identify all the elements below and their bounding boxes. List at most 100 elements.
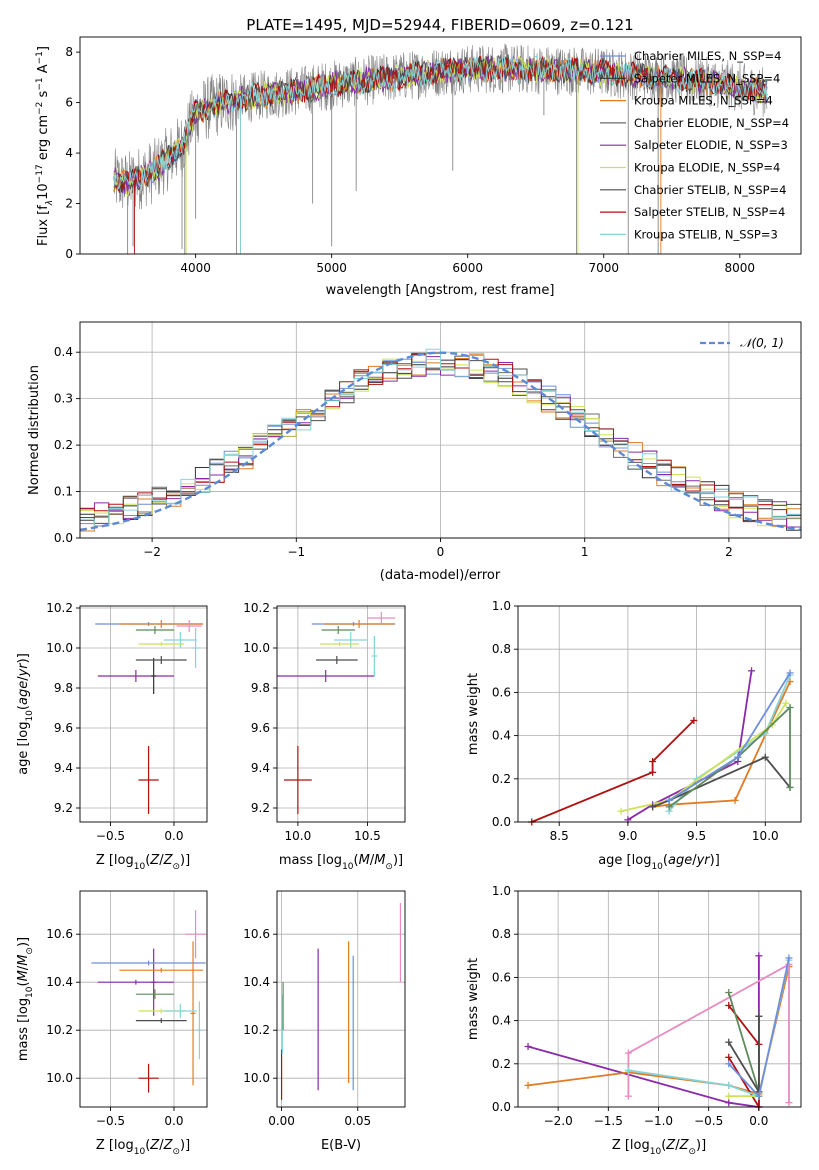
p3-ytick-label: 9.4 bbox=[54, 761, 73, 775]
p6-ytick-label: 10.4 bbox=[46, 975, 73, 989]
legend-label-salpeter_stelib: Salpeter STELIB, N_SSP=4 bbox=[634, 205, 785, 219]
p6-ytick-label: 10.2 bbox=[46, 1023, 73, 1037]
p8-series-extra_green bbox=[727, 992, 760, 1093]
age-z-xlabel: Z [log10(Z/Z⊙)] bbox=[96, 853, 190, 872]
residuals-panel: −2 −1 0 1 2 0.0 0.1 0.2 0.3 0.4 (data-model)/erro… bbox=[27, 321, 802, 583]
model-line-chabrier_stelib bbox=[113, 56, 768, 193]
p5-series-kroupa_stelib bbox=[668, 674, 791, 812]
p2-ytick-label: 0.4 bbox=[54, 345, 73, 359]
p4-xtick-label: 10.0 bbox=[285, 829, 312, 843]
p5-series-extra_green bbox=[668, 705, 791, 808]
p5-ytick-label: 1.0 bbox=[492, 599, 511, 613]
weight-age-ylabel: mass weight bbox=[466, 673, 481, 755]
spectrum-ylabel: Flux [fλ10−17 erg cm−2 s−1 A−1] bbox=[35, 46, 55, 246]
p1-xtick-label: 6000 bbox=[452, 261, 483, 275]
p1-xtick-label: 5000 bbox=[316, 261, 347, 275]
p1-ytick-label: 0 bbox=[65, 247, 73, 261]
normal-curve bbox=[80, 351, 801, 532]
age-vs-z-panel: −0.5 0.0 9.2 9.4 9.6 9.8 10.0 10.2 Z [log10(Z/Z… bbox=[16, 601, 208, 872]
p4-xtick-label: 10.5 bbox=[354, 829, 381, 843]
p8-ytick-label: 0.6 bbox=[492, 970, 511, 984]
p7-ytick-label: 10.2 bbox=[243, 1023, 270, 1037]
p6-xtick-label: 0.0 bbox=[164, 1114, 183, 1128]
p3-ytick-label: 10.0 bbox=[46, 641, 73, 655]
p1-ytick-label: 6 bbox=[65, 96, 73, 110]
p7-xtick-label: 0.00 bbox=[268, 1114, 295, 1128]
weight-vs-z-panel: −2.0 −1.5 −1.0 −0.5 0.0 0.0 0.2 0.4 0.6 0.8 1.0 Z … bbox=[466, 884, 802, 1157]
residuals-ylabel: Normed distribution bbox=[27, 365, 42, 495]
legend-label-kroupa_elodie: Kroupa ELODIE, N_SSP=4 bbox=[634, 161, 780, 175]
p3-xtick-label: 0.0 bbox=[164, 829, 183, 843]
spectrum-panel: PLATE=1495, MJD=52944, FIBERID=0609, z=0… bbox=[35, 16, 802, 298]
residuals-legend-label: 𝒩(0, 1) bbox=[740, 336, 784, 350]
p5-xtick-label: 10.0 bbox=[752, 829, 779, 843]
p5-ytick-label: 0.4 bbox=[492, 729, 511, 743]
p1-ytick-label: 8 bbox=[65, 45, 73, 59]
p5-series-chabrier_stelib bbox=[652, 756, 791, 808]
p5-series-salpeter_elodie bbox=[627, 670, 753, 821]
p2-xtick-label: 2 bbox=[725, 545, 733, 559]
histogram-kroupa_stelib bbox=[80, 348, 801, 529]
model-line-kroupa_stelib bbox=[113, 55, 768, 190]
age-mass-xlabel: mass [log10(M/M⊙)] bbox=[279, 853, 403, 872]
p4-ytick-label: 10.0 bbox=[243, 641, 270, 655]
spectrum-legend: Chabrier MILES, N_SSP=4 Salpeter MILES, N… bbox=[600, 49, 789, 241]
p5-ytick-label: 0.8 bbox=[492, 642, 511, 656]
p1-xtick-label: 4000 bbox=[180, 261, 211, 275]
p2-ytick-label: 0.3 bbox=[54, 392, 73, 406]
mass-vs-ebv-panel: 0.00 0.05 10.0 10.2 10.4 10.6 E(B-V) bbox=[243, 890, 406, 1153]
spectrum-title: PLATE=1495, MJD=52944, FIBERID=0609, z=0… bbox=[246, 16, 633, 34]
p7-xtick-label: 0.05 bbox=[344, 1114, 371, 1128]
p7-ytick-label: 10.4 bbox=[243, 975, 270, 989]
p8-series-extra_pink bbox=[627, 962, 790, 1103]
p3-ytick-label: 10.2 bbox=[46, 601, 73, 615]
p4-ytick-label: 9.8 bbox=[251, 681, 270, 695]
p5-ytick-label: 0.2 bbox=[492, 772, 511, 786]
p7-ytick-label: 10.0 bbox=[243, 1071, 270, 1085]
mass-vs-z-panel: −0.5 0.010.010.210.410.6 Z [log10(Z/Z⊙)] … bbox=[16, 890, 208, 1157]
mass-z-xlabel: Z [log10(Z/Z⊙)] bbox=[96, 1138, 190, 1157]
p8-xtick-label: −1.5 bbox=[594, 1114, 623, 1128]
p2-xtick-label: 1 bbox=[581, 545, 589, 559]
p6-ytick-label: 10.6 bbox=[46, 927, 73, 941]
p4-ytick-label: 9.4 bbox=[251, 761, 270, 775]
legend-label-kroupa_miles: Kroupa MILES, N_SSP=4 bbox=[634, 94, 773, 108]
p8-xtick-label: 0.0 bbox=[749, 1114, 768, 1128]
weight-z-ylabel: mass weight bbox=[466, 958, 481, 1040]
p1-ytick-label: 2 bbox=[65, 197, 73, 211]
p8-xtick-label: −1.0 bbox=[644, 1114, 673, 1128]
p3-ytick-label: 9.8 bbox=[54, 681, 73, 695]
p2-ytick-label: 0.2 bbox=[54, 438, 73, 452]
mass-ebv-xlabel: E(B-V) bbox=[321, 1138, 361, 1153]
legend-label-salpeter_elodie: Salpeter ELODIE, N_SSP=3 bbox=[634, 138, 788, 152]
p8-xtick-label: −0.5 bbox=[694, 1114, 723, 1128]
p5-ytick-label: 0.0 bbox=[492, 815, 511, 829]
legend-label-kroupa_stelib: Kroupa STELIB, N_SSP=3 bbox=[634, 227, 778, 241]
p2-xtick-label: 0 bbox=[437, 545, 445, 559]
p8-ytick-label: 0.8 bbox=[492, 927, 511, 941]
p8-ytick-label: 0.0 bbox=[492, 1100, 511, 1114]
p2-xtick-label: −1 bbox=[287, 545, 305, 559]
p5-xtick-label: 9.0 bbox=[618, 829, 637, 843]
p2-ytick-label: 0.0 bbox=[54, 531, 73, 545]
p7-ytick-label: 10.6 bbox=[243, 927, 270, 941]
p1-xtick-label: 7000 bbox=[588, 261, 619, 275]
p8-ytick-label: 0.4 bbox=[492, 1014, 511, 1028]
age-vs-mass-panel: 10.0 10.5 9.2 9.4 9.6 9.8 10.0 10.2 mass [log10… bbox=[243, 601, 406, 872]
p8-ytick-label: 0.2 bbox=[492, 1057, 511, 1071]
p5-xtick-label: 9.5 bbox=[687, 829, 706, 843]
residuals-xlabel: (data-model)/error bbox=[380, 568, 501, 583]
p5-series-salpeter_stelib bbox=[531, 719, 695, 822]
mass-z-ylabel: mass [log10(M/M⊙)] bbox=[16, 937, 35, 1061]
p5-series-kroupa_miles bbox=[652, 681, 791, 808]
p8-xtick-label: −2.0 bbox=[544, 1114, 573, 1128]
p6-xtick-label: −0.5 bbox=[96, 1114, 125, 1128]
spectrum-xlabel: wavelength [Angstrom, rest frame] bbox=[326, 283, 555, 298]
p5-series-kroupa_elodie bbox=[620, 702, 787, 813]
weight-vs-age-panel: 8.5 9.0 9.5 10.0 0.0 0.2 0.4 0.6 0.8 1.0 age [log… bbox=[466, 599, 802, 872]
p3-xtick-label: −0.5 bbox=[96, 829, 125, 843]
residuals-legend: 𝒩(0, 1) bbox=[700, 336, 784, 350]
p4-ytick-label: 9.6 bbox=[251, 721, 270, 735]
p2-xtick-label: −2 bbox=[143, 545, 161, 559]
